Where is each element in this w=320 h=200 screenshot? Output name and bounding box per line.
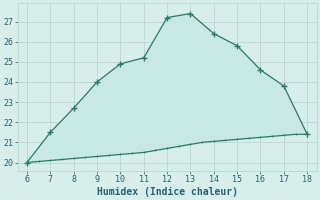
Polygon shape xyxy=(27,14,307,163)
X-axis label: Humidex (Indice chaleur): Humidex (Indice chaleur) xyxy=(97,186,237,197)
